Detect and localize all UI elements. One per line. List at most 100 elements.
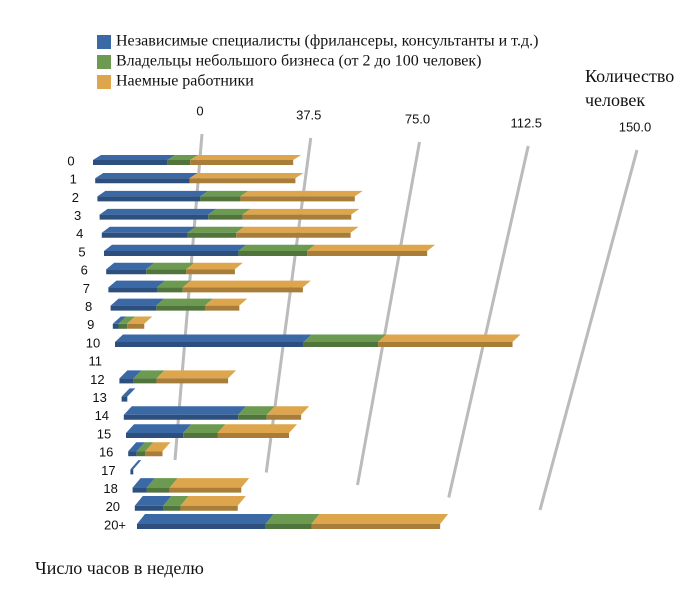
bar-segment [104, 244, 247, 256]
legend-swatch [97, 55, 111, 69]
bar-segment [311, 514, 449, 529]
bar-segment [127, 316, 153, 329]
bar-top [110, 298, 165, 306]
bar-top [99, 208, 217, 215]
bar-top [157, 280, 191, 288]
bar-front [130, 469, 134, 475]
x-tick-label: 37.5 [296, 107, 321, 122]
bar-front [112, 323, 119, 329]
bar-top [163, 496, 189, 506]
bar-front [123, 414, 239, 420]
bar-top [208, 208, 251, 215]
bar-segment [240, 190, 363, 202]
y-tick-label: 1 [70, 172, 77, 187]
bar-front [242, 214, 352, 220]
y-tick-label: 14 [95, 408, 109, 423]
bar-segment [146, 262, 195, 275]
bar-segment [110, 298, 165, 311]
bar-front [190, 160, 294, 165]
bar-top [156, 298, 213, 306]
bar-segment [112, 316, 127, 329]
bar-top [132, 478, 155, 488]
bar-top [134, 496, 172, 506]
bar-top [242, 208, 360, 215]
bar-front [119, 378, 134, 384]
legend-label: Наемные работники [116, 73, 254, 90]
bar-top [240, 190, 363, 197]
bar-top [238, 406, 275, 415]
bar-segment [169, 478, 250, 493]
bar-front [133, 378, 157, 384]
bar-top [146, 478, 178, 488]
bar-top [378, 334, 521, 342]
grid-line [356, 141, 421, 486]
y-tick-label: 18 [103, 481, 117, 496]
bar-front [126, 433, 184, 438]
y-tick-label: 6 [81, 263, 88, 278]
grid-line [447, 145, 530, 498]
bar-top [126, 424, 192, 433]
bar-front [127, 323, 145, 329]
y-tick-label: 15 [97, 426, 111, 441]
bar-segment [157, 280, 191, 293]
bar-top [119, 370, 142, 379]
bar-front [93, 160, 168, 165]
bar-top [95, 172, 198, 179]
y-tick-label: 2 [72, 190, 79, 205]
bar-segment [133, 370, 165, 384]
bar-segment [123, 406, 247, 420]
y-tick-label: 3 [74, 208, 81, 223]
bar-front [156, 378, 229, 384]
y-tick-label: 20 [106, 499, 120, 514]
bar-front [266, 414, 302, 420]
bar-front [146, 269, 187, 275]
bar-segment [189, 172, 304, 184]
bar-segment [187, 226, 245, 238]
bar-top [133, 370, 165, 379]
bar-top [117, 352, 126, 361]
bar-top [303, 334, 387, 342]
bar-top [101, 226, 196, 233]
bar-segment [238, 406, 275, 420]
y-tick-label: 20+ [104, 517, 126, 532]
bar-front [182, 287, 303, 293]
y-tick-label: 0 [67, 153, 74, 168]
bar-top [182, 280, 311, 288]
bar-front [97, 196, 201, 202]
bar-segment [130, 460, 142, 475]
y-axis-label: Число часов в неделю [35, 558, 204, 578]
bar-front [95, 178, 190, 184]
bar-segment [163, 496, 189, 511]
bar-top [127, 316, 153, 324]
bar-front [186, 269, 235, 275]
bar-top [204, 298, 248, 306]
legend-label: Владельцы небольшого бизнеса (от 2 до 10… [116, 53, 481, 70]
bar-top [112, 316, 127, 324]
bar-segment [156, 298, 213, 311]
legend-label: Независимые специалисты (фрилансеры, кон… [116, 33, 538, 50]
bar-segment [242, 208, 360, 220]
bar-front [303, 342, 379, 347]
bar-front [157, 287, 183, 293]
bar-front [378, 342, 513, 347]
bar-top [108, 280, 166, 288]
x-tick-label: 150.0 [619, 119, 652, 134]
bar-top [190, 155, 302, 160]
legend-swatch [97, 75, 111, 89]
bar-front [163, 505, 181, 511]
bar-front [236, 232, 351, 238]
bar-top [238, 244, 316, 251]
bar-segment [117, 352, 126, 361]
bar-top [266, 406, 310, 415]
bar-segment [126, 424, 192, 438]
bar-front [121, 396, 128, 402]
bar-segment [265, 514, 320, 529]
bar-front [104, 251, 239, 256]
bar-front [110, 305, 157, 311]
bar-front [189, 178, 296, 184]
bar-front [238, 414, 267, 420]
bar-segment [132, 478, 155, 493]
bar-front [128, 451, 137, 457]
bar-segment [121, 388, 136, 402]
bar-segment [97, 190, 209, 202]
